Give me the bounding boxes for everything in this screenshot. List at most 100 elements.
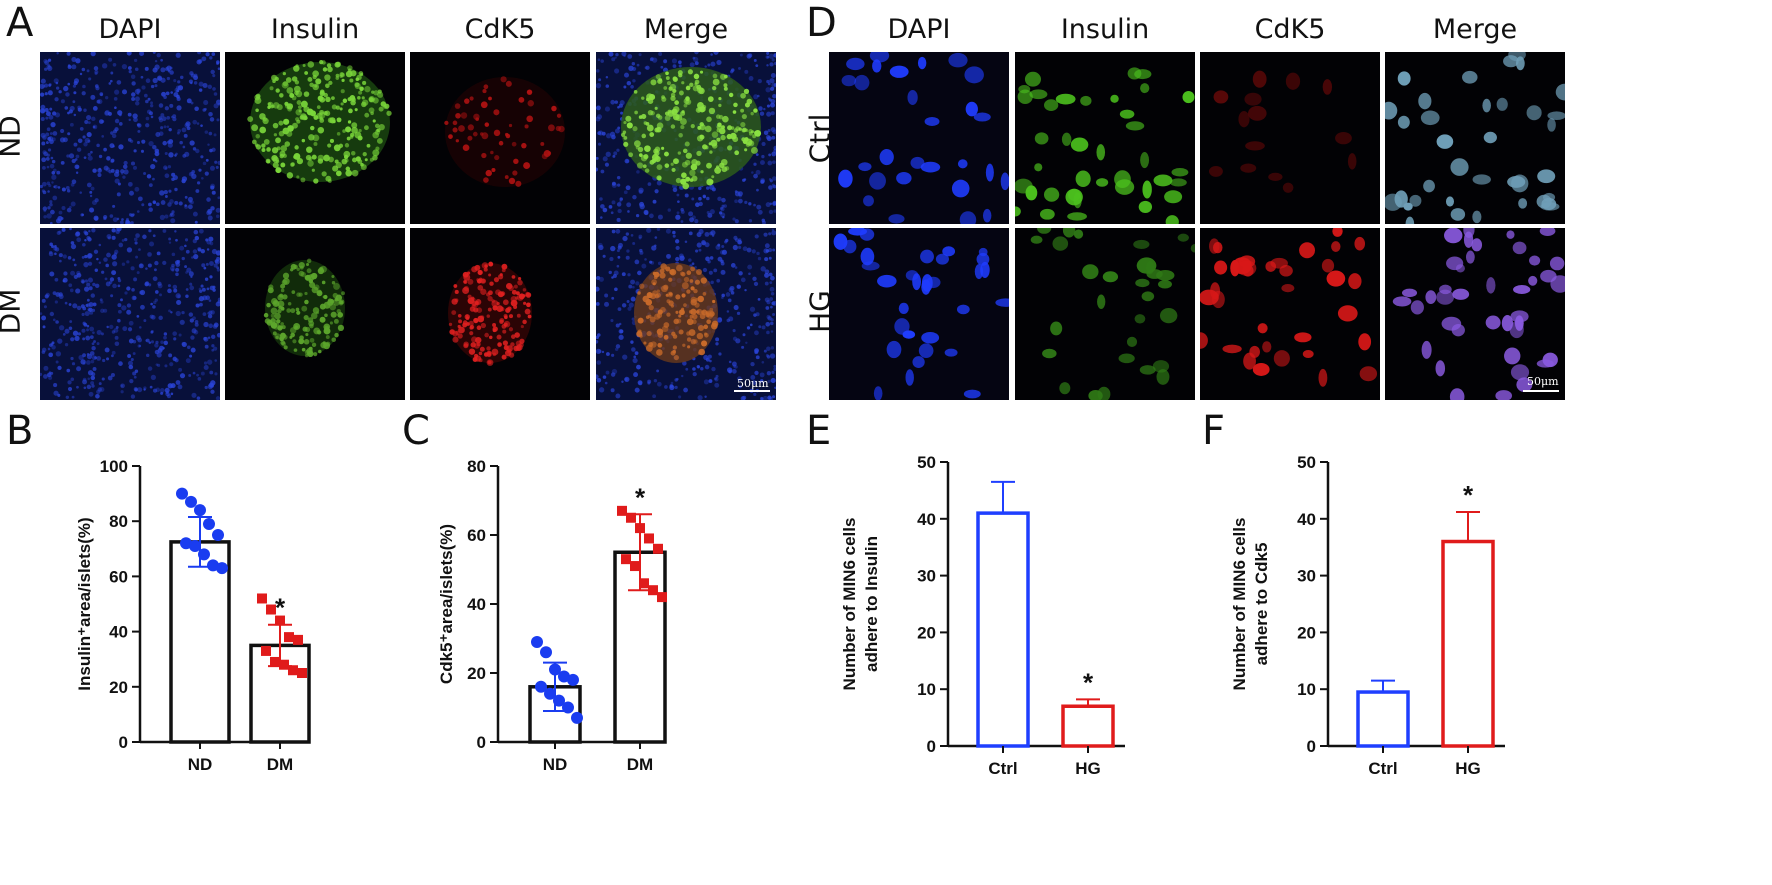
- data-point: [216, 562, 228, 575]
- y-tick-label: 100: [100, 457, 128, 476]
- significance-marker: *: [1463, 480, 1474, 510]
- data-point: [635, 523, 645, 534]
- panel-label-b: B: [6, 408, 34, 454]
- scale-bar-label-d: 50μm: [1527, 375, 1559, 388]
- y-tick-label: 0: [1307, 737, 1316, 756]
- y-tick-label: 80: [109, 512, 128, 531]
- data-point: [284, 632, 294, 643]
- y-tick-label: 40: [467, 595, 486, 614]
- data-point: [207, 559, 219, 572]
- col-header-d-merge: Merge: [1432, 14, 1518, 45]
- bar: [976, 511, 1030, 748]
- data-point: [644, 533, 654, 544]
- col-header-d-dapi: DAPI: [887, 14, 951, 45]
- y-tick-label: 20: [1297, 623, 1316, 642]
- data-point: [639, 578, 649, 589]
- y-axis-label: Number of MIN6 cells: [840, 518, 859, 691]
- y-tick-label: 0: [927, 737, 936, 756]
- data-point: [203, 517, 215, 530]
- y-tick-label: 10: [917, 680, 936, 699]
- data-point: [657, 592, 667, 603]
- bar: [1061, 704, 1115, 748]
- micrograph-d-r1-c3: [1200, 52, 1380, 224]
- y-axis-label: adhere to Cdk5: [1252, 543, 1271, 666]
- x-tick-label: HG: [1075, 759, 1101, 778]
- data-point: [630, 561, 640, 572]
- data-point: [176, 487, 188, 500]
- y-axis-label: Cdk5⁺area/islets(%): [437, 524, 456, 684]
- y-tick-label: 80: [467, 457, 486, 476]
- row-label-dm: DM: [0, 288, 27, 335]
- data-point: [540, 646, 552, 659]
- micrograph-a-r2-c3: [410, 228, 590, 400]
- data-point: [261, 645, 271, 656]
- y-tick-label: 0: [119, 733, 128, 752]
- data-point: [626, 512, 636, 523]
- x-tick-label: ND: [543, 755, 568, 774]
- bar: [1441, 539, 1495, 748]
- col-header-d-insulin: Insulin: [1060, 14, 1150, 45]
- data-point: [194, 504, 206, 517]
- data-point: [549, 663, 561, 676]
- y-tick-label: 20: [109, 678, 128, 697]
- data-point: [571, 711, 583, 724]
- bar: [169, 540, 231, 744]
- x-tick-label: ND: [188, 755, 213, 774]
- data-point: [653, 543, 663, 554]
- significance-marker: *: [275, 593, 286, 623]
- micrograph-a-r2-c1: [40, 228, 220, 400]
- col-header-a-dapi: DAPI: [98, 14, 162, 45]
- y-tick-label: 40: [917, 510, 936, 529]
- x-tick-label: DM: [267, 755, 293, 774]
- x-tick-label: HG: [1455, 759, 1481, 778]
- x-tick-label: Ctrl: [988, 759, 1017, 778]
- panel-label-f: F: [1202, 408, 1226, 454]
- y-axis-label: Number of MIN6 cells: [1230, 518, 1249, 691]
- data-point: [617, 505, 627, 516]
- y-axis-label: Insulin⁺area/islets(%): [75, 517, 94, 690]
- data-point: [266, 604, 276, 615]
- micrograph-a-r1-c2: [225, 52, 405, 224]
- data-point: [544, 687, 556, 700]
- bar-chart-c: 0 20 40 60 80 Cdk5⁺area/islets(%) ND * DM: [437, 457, 667, 774]
- micrograph-d-r2-c2: [1015, 228, 1195, 400]
- data-point: [648, 585, 658, 596]
- y-tick-label: 10: [1297, 680, 1316, 699]
- panel-label-c: C: [402, 408, 430, 454]
- micrograph-d-r1-c4: [1385, 52, 1565, 224]
- panel-label-d: D: [806, 0, 837, 46]
- y-tick-label: 50: [917, 453, 936, 472]
- data-point: [212, 529, 224, 541]
- data-point: [531, 635, 543, 648]
- y-tick-label: 30: [917, 567, 936, 586]
- data-point: [275, 615, 285, 626]
- y-tick-label: 60: [467, 526, 486, 545]
- col-header-a-cdk5: CdK5: [464, 14, 536, 45]
- bar-chart-b: 0 20 40 60 80 100 Insulin⁺area/islets(%) ND * DM: [75, 457, 311, 774]
- y-tick-label: 60: [109, 567, 128, 586]
- micrograph-d-r2-c3: [1200, 228, 1380, 400]
- data-point: [558, 670, 570, 683]
- micrograph-a-r2-c4: [596, 228, 776, 400]
- col-header-a-insulin: Insulin: [270, 14, 360, 45]
- significance-marker: *: [1083, 667, 1094, 697]
- y-tick-label: 40: [109, 623, 128, 642]
- bar: [613, 550, 667, 744]
- micrograph-a-r2-c2: [225, 228, 405, 400]
- data-point: [567, 673, 579, 686]
- data-point: [185, 495, 197, 508]
- data-point: [257, 593, 267, 604]
- x-tick-label: DM: [627, 755, 653, 774]
- data-point: [288, 665, 298, 676]
- micrograph-a-r1-c4: [596, 52, 776, 224]
- bar-chart-f: 0 10 20 30 40 50 Number of MIN6 cells adhere to…: [1230, 453, 1505, 778]
- data-point: [621, 554, 631, 565]
- x-tick-label: Ctrl: [1368, 759, 1397, 778]
- bar: [249, 643, 311, 744]
- col-header-a-merge: Merge: [643, 14, 729, 45]
- significance-marker: *: [635, 482, 646, 512]
- data-point: [180, 537, 192, 550]
- data-point: [297, 668, 307, 678]
- col-header-d-cdk5: CdK5: [1254, 14, 1326, 45]
- data-point: [535, 680, 547, 693]
